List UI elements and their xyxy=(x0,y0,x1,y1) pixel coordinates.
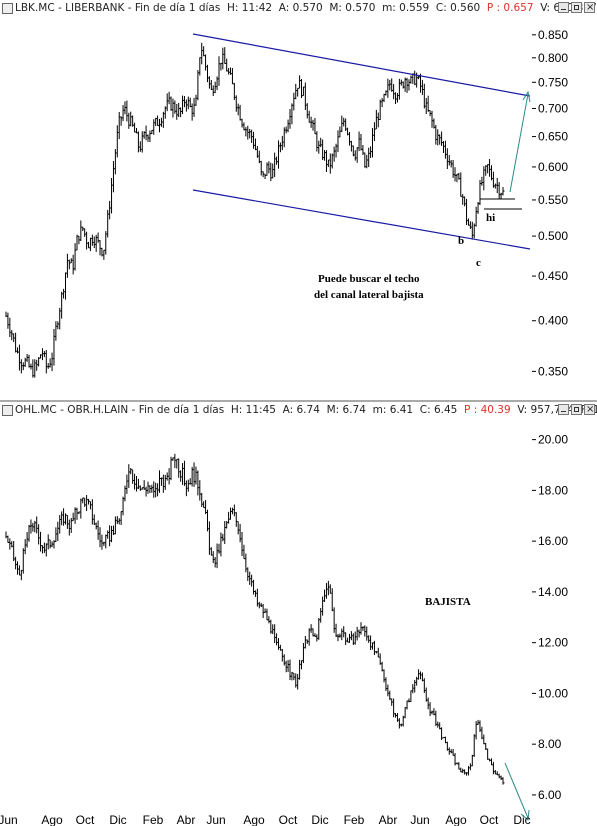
wave-label-c: c xyxy=(476,257,481,269)
high: M: 6.74 xyxy=(326,404,366,416)
y-tick-label: 6.00 xyxy=(538,788,562,802)
y-tick-label: 0.550 xyxy=(538,193,568,207)
security-name: LIBERBANK xyxy=(65,2,125,14)
symbol: LBK.MC xyxy=(15,2,55,14)
x-tick-label: Feb xyxy=(143,813,164,826)
y-tick-label: 8.00 xyxy=(538,737,562,751)
maximize-icon[interactable] xyxy=(571,404,582,415)
chart-menu-icon[interactable] xyxy=(2,404,13,416)
price-bars-bottom xyxy=(5,453,505,785)
target-arrow-down xyxy=(504,762,529,819)
chart-header-bottom: OHL.MC - OBR.H.LAIN - Fin de día 1 días … xyxy=(0,402,597,418)
y-tick-label: 0.400 xyxy=(538,314,568,328)
panel-divider[interactable] xyxy=(0,400,597,402)
maximize-icon[interactable] xyxy=(571,2,582,13)
x-tick-label: Ago xyxy=(41,813,63,826)
y-tick-label: 0.700 xyxy=(538,101,568,115)
y-tick-label: 18.00 xyxy=(538,483,568,497)
x-tick-label: Dic xyxy=(513,813,530,826)
y-tick-label: 14.00 xyxy=(538,585,568,599)
close: C: 0.560 xyxy=(435,2,481,14)
annotation-bajista: BAJISTA xyxy=(425,596,471,608)
channel-upper-line xyxy=(192,33,531,97)
price-chart-top: b c hi Puede buscar el techo del canal l… xyxy=(5,28,568,378)
prev: P : 40.39 xyxy=(464,404,511,416)
close: C: 6.45 xyxy=(419,404,458,416)
wave-label-b: b xyxy=(458,235,464,247)
symbol: OHL.MC xyxy=(15,404,57,416)
x-axis-months: Jun Ago Oct Dic Feb Abr Jun Ago Oct Dic Feb Abr Jun A… xyxy=(0,813,531,826)
x-tick-label: Jun xyxy=(0,813,18,826)
y-tick-label: 0.850 xyxy=(538,28,568,42)
x-tick-label: Ago xyxy=(445,813,467,826)
time: H: 11:42 xyxy=(227,2,273,14)
y-tick-label: 16.00 xyxy=(538,534,568,548)
y-tick-label: 12.00 xyxy=(538,636,568,650)
chart-header-top: LBK.MC - LIBERBANK - Fin de día 1 días H… xyxy=(0,0,597,16)
y-axis-top: 0.850 0.800 0.750 0.700 0.650 0.600 0.550 0.500… xyxy=(532,28,568,378)
y-tick-label: 0.600 xyxy=(538,160,568,174)
y-axis-bottom: 20.00 18.00 16.00 14.00 12.00 10.00 8.00 6.00 xyxy=(532,433,568,802)
price-bars-top xyxy=(5,42,505,378)
chart-panel-top: LBK.MC - LIBERBANK - Fin de día 1 días H… xyxy=(0,0,597,400)
y-tick-label: 0.800 xyxy=(538,51,568,65)
x-tick-label: Feb xyxy=(344,813,365,826)
low: m: 6.41 xyxy=(372,404,414,416)
open: A: 6.74 xyxy=(282,404,320,416)
close-icon[interactable] xyxy=(584,402,595,415)
minimize-icon[interactable] xyxy=(558,2,569,13)
y-tick-label: 0.450 xyxy=(538,269,568,283)
x-tick-label: Abr xyxy=(379,813,398,826)
high: M: 0.570 xyxy=(329,2,376,14)
target-arrow xyxy=(509,93,529,193)
y-tick-label: 0.500 xyxy=(538,229,568,243)
period: Fin de día 1 días xyxy=(138,404,225,416)
y-tick-label: 0.650 xyxy=(538,130,568,144)
time: H: 11:45 xyxy=(230,404,276,416)
price-chart-bottom: BAJISTA 20.00 18.00 16.00 14.00 12.00 10.00 8.… xyxy=(0,433,568,826)
x-tick-label: Abr xyxy=(177,813,196,826)
period: Fin de día 1 días xyxy=(134,2,221,14)
channel-lower-line xyxy=(192,189,531,250)
window-buttons-bottom xyxy=(558,402,595,416)
y-tick-label: 0.350 xyxy=(538,364,568,378)
chart-menu-icon[interactable] xyxy=(2,2,13,14)
annotation-line-2: del canal lateral bajista xyxy=(314,289,424,301)
chart-panel-bottom: OHL.MC - OBR.H.LAIN - Fin de día 1 días … xyxy=(0,402,597,826)
x-tick-label: Oct xyxy=(76,813,95,826)
annotation-line-1: Puede buscar el techo xyxy=(318,273,420,285)
close-icon[interactable] xyxy=(584,0,595,13)
x-tick-label: Ago xyxy=(243,813,265,826)
x-tick-label: Jun xyxy=(206,813,225,826)
x-tick-label: Dic xyxy=(311,813,328,826)
x-tick-label: Oct xyxy=(279,813,298,826)
y-tick-label: 20.00 xyxy=(538,433,568,447)
x-tick-label: Oct xyxy=(480,813,499,826)
target-arrowhead xyxy=(522,90,531,103)
prev: P : 0.657 xyxy=(486,2,534,14)
x-tick-label: Dic xyxy=(109,813,126,826)
target-arrowhead-down xyxy=(520,809,530,822)
window-buttons-top xyxy=(558,0,595,14)
x-tick-label: Jun xyxy=(410,813,429,826)
y-tick-label: 0.750 xyxy=(538,75,568,89)
open: A: 0.570 xyxy=(278,2,323,14)
y-tick-label: 10.00 xyxy=(538,686,568,700)
security-name: OBR.H.LAIN xyxy=(67,404,129,416)
minimize-icon[interactable] xyxy=(558,404,569,415)
wave-label-hi: hi xyxy=(486,212,495,224)
low: m: 0.559 xyxy=(382,2,430,14)
